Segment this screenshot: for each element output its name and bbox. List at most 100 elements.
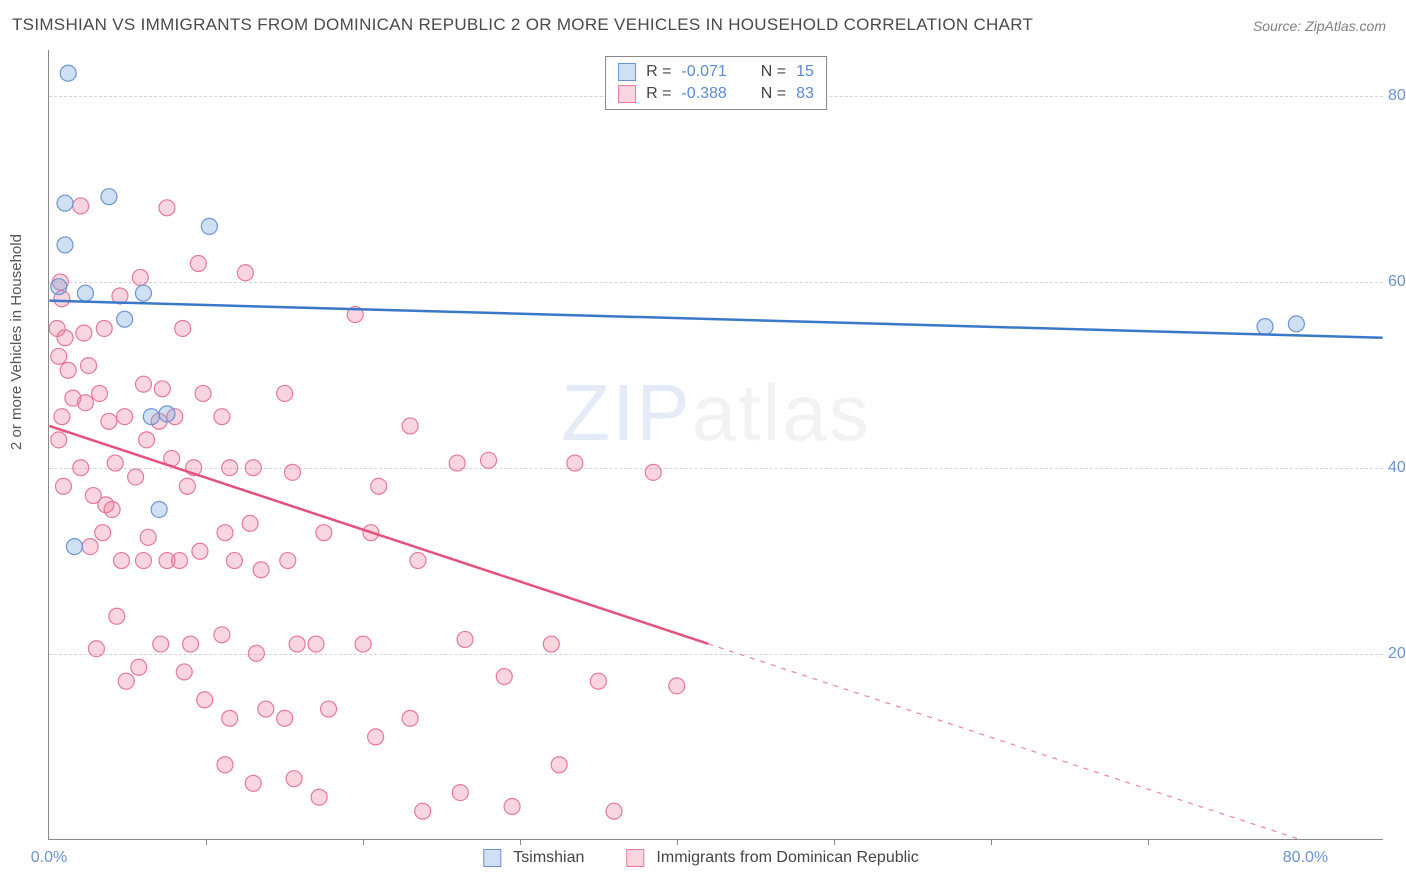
- scatter-point: [321, 701, 337, 717]
- x-tick-label: 80.0%: [1283, 849, 1328, 867]
- legend-swatch: [483, 849, 501, 867]
- scatter-point: [481, 452, 497, 468]
- scatter-point: [248, 645, 264, 661]
- scatter-point: [258, 701, 274, 717]
- y-tick-label: 80.0%: [1388, 87, 1406, 105]
- x-tick-mark: [991, 839, 992, 845]
- scatter-point: [277, 385, 293, 401]
- scatter-point: [159, 200, 175, 216]
- scatter-point: [104, 501, 120, 517]
- x-tick-mark: [206, 839, 207, 845]
- scatter-point: [73, 198, 89, 214]
- scatter-point: [55, 478, 71, 494]
- scatter-point: [92, 385, 108, 401]
- scatter-point: [135, 285, 151, 301]
- legend-label: Immigrants from Dominican Republic: [656, 849, 918, 867]
- scatter-point: [109, 608, 125, 624]
- r-value-2: -0.388: [681, 85, 726, 103]
- n-value-1: 15: [796, 63, 814, 81]
- scatter-point: [237, 265, 253, 281]
- scatter-point: [197, 692, 213, 708]
- scatter-point: [222, 460, 238, 476]
- scatter-point: [551, 757, 567, 773]
- scatter-point: [1288, 316, 1304, 332]
- legend-series: Tsimshian Immigrants from Dominican Repub…: [483, 849, 948, 867]
- r-label: R =: [646, 63, 671, 81]
- scatter-point: [410, 553, 426, 569]
- scatter-point: [151, 501, 167, 517]
- scatter-point: [77, 395, 93, 411]
- scatter-point: [190, 256, 206, 272]
- scatter-point: [175, 320, 191, 336]
- y-tick-label: 20.0%: [1388, 645, 1406, 663]
- scatter-point: [107, 455, 123, 471]
- n-label: N =: [761, 63, 786, 81]
- scatter-point: [57, 237, 73, 253]
- scatter-point: [118, 673, 134, 689]
- scatter-point: [606, 803, 622, 819]
- y-tick-label: 40.0%: [1388, 459, 1406, 477]
- scatter-point: [280, 553, 296, 569]
- legend-swatch: [626, 849, 644, 867]
- x-tick-mark: [363, 839, 364, 845]
- scatter-point: [371, 478, 387, 494]
- scatter-point: [73, 460, 89, 476]
- scatter-point: [289, 636, 305, 652]
- legend-stats: R = -0.071 N = 15 R = -0.388 N = 83: [605, 56, 827, 110]
- trend-line: [49, 301, 1382, 338]
- scatter-point: [140, 529, 156, 545]
- scatter-point: [457, 631, 473, 647]
- scatter-point: [308, 636, 324, 652]
- scatter-point: [217, 757, 233, 773]
- scatter-point: [51, 348, 67, 364]
- scatter-point: [242, 515, 258, 531]
- scatter-point: [415, 803, 431, 819]
- scatter-point: [449, 455, 465, 471]
- legend-stats-row: R = -0.071 N = 15: [618, 61, 814, 83]
- trend-line-dashed: [708, 644, 1382, 839]
- scatter-point: [153, 636, 169, 652]
- scatter-point: [543, 636, 559, 652]
- scatter-point: [245, 460, 261, 476]
- scatter-point: [117, 311, 133, 327]
- scatter-point: [496, 669, 512, 685]
- scatter-point: [669, 678, 685, 694]
- scatter-point: [117, 409, 133, 425]
- scatter-point: [135, 553, 151, 569]
- r-value-1: -0.071: [681, 63, 726, 81]
- scatter-point: [368, 729, 384, 745]
- scatter-point: [590, 673, 606, 689]
- x-tick-mark: [677, 839, 678, 845]
- scatter-point: [286, 771, 302, 787]
- scatter-point: [316, 525, 332, 541]
- scatter-point: [77, 285, 93, 301]
- scatter-point: [284, 464, 300, 480]
- scatter-point: [154, 381, 170, 397]
- x-tick-label: 0.0%: [31, 849, 67, 867]
- scatter-point: [222, 710, 238, 726]
- scatter-point: [183, 636, 199, 652]
- chart-svg: [49, 50, 1383, 839]
- scatter-point: [402, 418, 418, 434]
- swatch-series-1: [618, 63, 636, 81]
- legend-label: Tsimshian: [513, 849, 584, 867]
- n-label: N =: [761, 85, 786, 103]
- legend-stats-row: R = -0.388 N = 83: [618, 83, 814, 105]
- scatter-point: [402, 710, 418, 726]
- plot-area: ZIPatlas 20.0%40.0%60.0%80.0% 0.0%80.0% …: [48, 50, 1383, 840]
- n-value-2: 83: [796, 85, 814, 103]
- scatter-point: [139, 432, 155, 448]
- scatter-point: [214, 627, 230, 643]
- scatter-point: [176, 664, 192, 680]
- x-tick-mark: [834, 839, 835, 845]
- y-axis-label: 2 or more Vehicles in Household: [8, 234, 25, 450]
- scatter-point: [172, 553, 188, 569]
- scatter-point: [253, 562, 269, 578]
- scatter-point: [245, 775, 261, 791]
- scatter-point: [214, 409, 230, 425]
- scatter-point: [54, 409, 70, 425]
- scatter-point: [192, 543, 208, 559]
- x-tick-mark: [520, 839, 521, 845]
- chart-title: TSIMSHIAN VS IMMIGRANTS FROM DOMINICAN R…: [12, 15, 1033, 35]
- scatter-point: [101, 189, 117, 205]
